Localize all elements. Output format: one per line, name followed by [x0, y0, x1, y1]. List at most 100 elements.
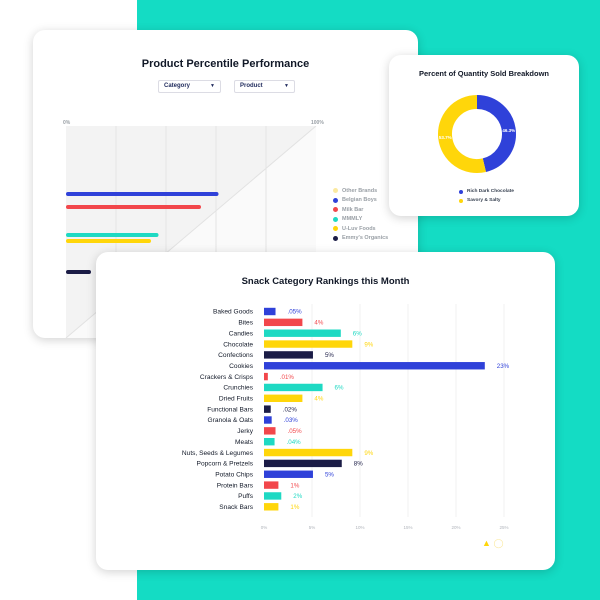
category-bar[interactable] [264, 416, 272, 424]
category-label: Bites [238, 320, 253, 327]
category-bar[interactable] [264, 459, 342, 468]
x-tick-label: 10% [355, 525, 364, 530]
category-bar[interactable] [264, 340, 353, 348]
category-bar[interactable] [264, 307, 276, 316]
percentile-bar[interactable] [66, 239, 151, 243]
bar-data-label: 5% [325, 352, 334, 359]
axis-start-label: 0% [63, 120, 71, 126]
category-label: Candies [229, 330, 254, 337]
bar-data-label: .04% [287, 439, 302, 446]
x-tick-label: 0% [261, 525, 268, 530]
category-bar[interactable] [264, 383, 323, 392]
category-label: Granola & Oats [208, 417, 254, 424]
legend-item[interactable]: Emmy's Organics [333, 234, 388, 244]
x-tick-label: 20% [451, 525, 460, 530]
category-bar[interactable] [264, 351, 313, 359]
donut-data-label: 53.7% [439, 135, 452, 140]
donut-data-label: 46.3% [502, 128, 515, 133]
chevron-down-icon: ▼ [210, 83, 215, 89]
legend-item[interactable]: Milk Bar [333, 205, 388, 215]
axis-end-label: 100% [311, 120, 324, 126]
bar-data-label: .01% [280, 374, 295, 381]
donut-legend: Rich Dark Chocolate Savory & Salty [459, 187, 514, 205]
category-bar[interactable] [264, 329, 341, 337]
chevron-down-icon: ▼ [284, 83, 289, 89]
category-bar[interactable] [264, 503, 279, 511]
category-label: Nuts, Seeds & Legumes [182, 450, 254, 457]
category-label: Chocolate [223, 341, 253, 348]
category-label: Functional Bars [207, 406, 254, 413]
legend-dot-icon [333, 207, 338, 213]
bar-data-label: .02% [283, 406, 298, 413]
bar-data-label: 5% [325, 471, 334, 478]
legend-item[interactable]: Belgian Boys [333, 196, 388, 206]
snack-card-title: Snack Category Rankings this Month [241, 276, 410, 287]
lightbulb-icon[interactable]: ◯ [493, 538, 504, 548]
category-dropdown-label: Category [164, 83, 191, 89]
bar-data-label: 23% [497, 363, 510, 370]
bar-data-label: 6% [353, 330, 362, 337]
bar-data-label: 9% [364, 341, 373, 348]
category-bar[interactable] [264, 481, 279, 489]
donut-slice[interactable] [476, 95, 516, 172]
snack-rankings-card: Snack Category Rankings this Month 0% 5% 1… [96, 252, 555, 570]
legend-label: Other Brands [342, 187, 378, 194]
donut-legend-item[interactable]: Rich Dark Chocolate [459, 187, 514, 196]
bar-data-label: .05% [288, 309, 303, 316]
x-tick-label: 25% [499, 525, 508, 530]
category-bar[interactable] [264, 372, 268, 381]
donut-card: Percent of Quantity Sold Breakdown 46.3%… [389, 55, 579, 216]
bar-data-label: 2% [293, 493, 302, 500]
percentile-bar[interactable] [66, 270, 91, 274]
category-bar[interactable] [264, 492, 282, 500]
category-label: Crunchies [223, 385, 253, 392]
donut-slice[interactable] [438, 95, 486, 173]
category-bar[interactable] [264, 405, 271, 413]
legend-dot-icon [333, 188, 338, 194]
donut-legend-item[interactable]: Savory & Salty [459, 196, 514, 205]
product-dropdown-label: Product [240, 83, 263, 89]
category-label: Popcorn & Pretzels [197, 461, 254, 468]
bar-data-label: 1% [290, 504, 299, 511]
legend-dot-icon [333, 197, 338, 203]
category-bar[interactable] [264, 448, 353, 457]
legend-item[interactable]: MMMLY [333, 215, 388, 225]
category-label: Protein Bars [217, 482, 254, 489]
x-tick-label: 15% [403, 525, 412, 530]
legend-label: MMMLY [342, 216, 363, 223]
bar-data-label: 1% [290, 482, 299, 489]
percentile-legend: Other Brands Belgian Boys Milk Bar MMMLY U-L… [333, 186, 388, 243]
category-dropdown[interactable]: Category ▼ [158, 80, 221, 93]
product-dropdown[interactable]: Product ▼ [234, 80, 295, 93]
percentile-bar[interactable] [66, 233, 159, 237]
category-label: Cookies [229, 363, 254, 370]
legend-label: Belgian Boys [342, 197, 377, 204]
bar-data-label: 4% [314, 396, 323, 403]
legend-dot-icon [333, 226, 338, 232]
category-label: Puffs [238, 493, 254, 500]
category-label: Jerky [237, 428, 253, 435]
category-bar[interactable] [264, 394, 303, 402]
category-bar[interactable] [264, 318, 303, 327]
donut-legend-label: Rich Dark Chocolate [467, 189, 514, 194]
category-bar[interactable] [264, 427, 276, 435]
warning-icon[interactable]: ▲ [482, 538, 491, 548]
category-label: Snack Bars [219, 504, 253, 511]
category-label: Confections [218, 352, 254, 359]
legend-dot-icon [333, 216, 338, 222]
donut-chart: 46.3% 53.7% [438, 95, 516, 173]
category-label: Potato Chips [215, 471, 253, 478]
percentile-bar[interactable] [66, 205, 201, 209]
bar-data-label: 4% [314, 320, 323, 327]
category-label: Meats [235, 439, 254, 446]
legend-item[interactable]: Other Brands [333, 186, 388, 196]
category-bar[interactable] [264, 362, 485, 370]
bar-data-label: .05% [288, 428, 303, 435]
category-bar[interactable] [264, 470, 313, 478]
category-bar[interactable] [264, 438, 275, 446]
legend-label: Emmy's Organics [342, 235, 389, 242]
percentile-bar[interactable] [66, 192, 219, 196]
legend-item[interactable]: U-Luv Foods [333, 224, 388, 234]
bar-data-label: 8% [354, 461, 363, 468]
bar-data-label: .03% [284, 417, 299, 424]
